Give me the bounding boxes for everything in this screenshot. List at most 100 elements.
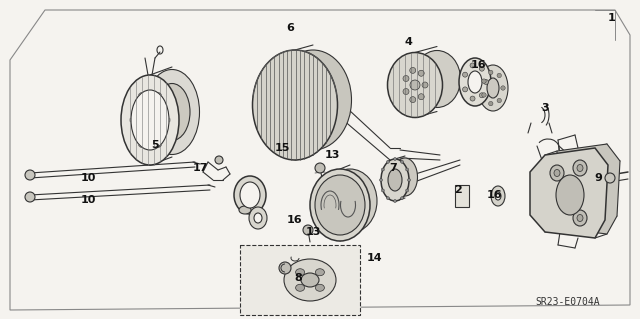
Ellipse shape (491, 186, 505, 206)
Text: 7: 7 (389, 163, 397, 173)
Circle shape (279, 262, 291, 274)
Circle shape (501, 86, 505, 90)
Bar (240, 245, 360, 315)
Ellipse shape (310, 169, 370, 241)
Circle shape (387, 160, 390, 163)
Circle shape (488, 101, 493, 106)
Text: 10: 10 (80, 195, 96, 205)
Circle shape (406, 168, 408, 171)
Circle shape (394, 199, 397, 203)
Circle shape (418, 94, 424, 100)
Ellipse shape (316, 284, 324, 291)
Ellipse shape (121, 75, 179, 165)
Circle shape (470, 63, 475, 68)
Circle shape (25, 170, 35, 180)
Ellipse shape (495, 192, 501, 200)
Ellipse shape (284, 259, 336, 301)
Circle shape (406, 189, 408, 192)
Ellipse shape (577, 165, 583, 172)
Circle shape (381, 189, 385, 192)
Ellipse shape (239, 206, 251, 214)
Ellipse shape (577, 214, 583, 221)
Ellipse shape (315, 175, 365, 235)
Ellipse shape (253, 50, 337, 160)
Circle shape (410, 80, 420, 90)
Bar (455, 185, 469, 207)
Circle shape (418, 70, 424, 76)
Circle shape (479, 66, 484, 71)
Circle shape (479, 93, 484, 98)
Ellipse shape (478, 65, 508, 111)
Circle shape (401, 160, 403, 163)
Ellipse shape (388, 169, 402, 191)
Ellipse shape (550, 165, 564, 181)
Text: 16: 16 (487, 190, 503, 200)
Circle shape (403, 76, 409, 82)
Circle shape (410, 97, 416, 103)
Circle shape (463, 72, 468, 77)
Ellipse shape (387, 53, 442, 117)
Ellipse shape (154, 84, 190, 140)
Text: 14: 14 (367, 253, 383, 263)
Circle shape (303, 225, 313, 235)
Circle shape (387, 197, 390, 200)
Circle shape (380, 179, 383, 182)
Circle shape (401, 197, 403, 200)
Text: 16: 16 (470, 60, 486, 70)
Ellipse shape (556, 175, 584, 215)
Circle shape (497, 98, 501, 103)
Ellipse shape (573, 160, 587, 176)
Ellipse shape (131, 90, 169, 150)
Text: 6: 6 (286, 23, 294, 33)
Circle shape (215, 156, 223, 164)
Ellipse shape (296, 269, 305, 276)
Text: 13: 13 (324, 150, 340, 160)
Text: 8: 8 (294, 273, 302, 283)
Text: 15: 15 (275, 143, 290, 153)
Circle shape (25, 192, 35, 202)
Polygon shape (530, 148, 608, 238)
Circle shape (483, 79, 488, 85)
Text: 9: 9 (594, 173, 602, 183)
Circle shape (463, 87, 468, 92)
Ellipse shape (459, 58, 491, 106)
Ellipse shape (254, 213, 262, 223)
Circle shape (410, 67, 416, 73)
Ellipse shape (316, 269, 324, 276)
Text: 5: 5 (151, 140, 159, 150)
Circle shape (408, 179, 410, 182)
Text: 10: 10 (80, 173, 96, 183)
Ellipse shape (234, 176, 266, 214)
Circle shape (403, 89, 409, 94)
Circle shape (315, 163, 325, 173)
Ellipse shape (249, 207, 267, 229)
Ellipse shape (573, 210, 587, 226)
Circle shape (488, 70, 493, 75)
Circle shape (482, 93, 486, 97)
Text: 17: 17 (192, 163, 208, 173)
Polygon shape (557, 144, 620, 234)
Ellipse shape (554, 169, 560, 176)
Circle shape (605, 173, 615, 183)
Circle shape (470, 96, 475, 101)
Text: 16: 16 (286, 215, 302, 225)
Circle shape (497, 73, 501, 78)
Ellipse shape (275, 50, 351, 150)
Ellipse shape (392, 158, 417, 196)
Ellipse shape (413, 50, 461, 108)
Ellipse shape (240, 182, 260, 208)
Circle shape (381, 168, 385, 171)
Ellipse shape (145, 70, 200, 154)
Circle shape (422, 82, 428, 88)
Text: 1: 1 (608, 13, 616, 23)
Text: 13: 13 (305, 227, 321, 237)
Ellipse shape (301, 273, 319, 287)
Text: 2: 2 (454, 185, 462, 195)
Text: 3: 3 (541, 103, 549, 113)
Ellipse shape (468, 71, 482, 93)
Ellipse shape (381, 159, 409, 201)
Circle shape (482, 79, 486, 83)
Text: 4: 4 (404, 37, 412, 47)
Text: SR23-E0704A: SR23-E0704A (535, 297, 600, 307)
Ellipse shape (323, 169, 377, 233)
